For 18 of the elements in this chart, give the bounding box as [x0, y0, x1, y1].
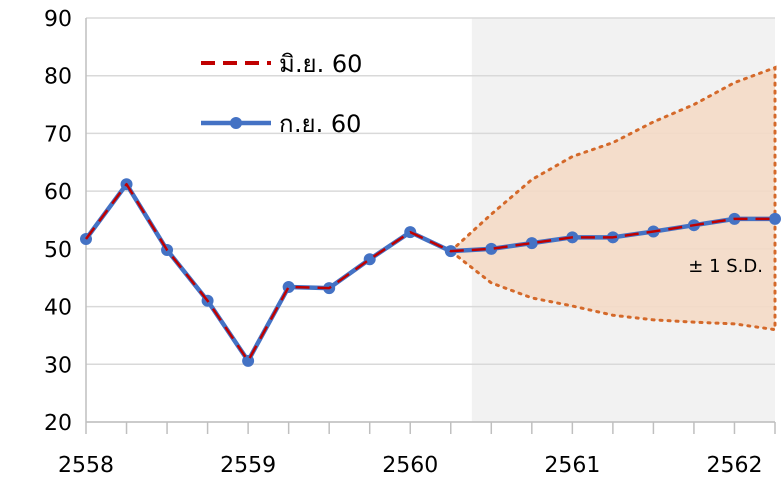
legend-label: ก.ย. 60 [279, 110, 362, 138]
x-tick-label: 2559 [220, 453, 276, 478]
annotation: ± 1 S.D. [688, 256, 763, 277]
x-tick-label: 2560 [382, 453, 438, 478]
point [364, 253, 376, 266]
y-tick-label: 40 [44, 296, 72, 321]
y-tick-label: 80 [44, 64, 72, 90]
y-tick-label: 90 [44, 7, 72, 32]
x-tick-label: 2561 [544, 453, 600, 478]
y-tick-label: 70 [44, 122, 72, 148]
y-tick-label: 50 [44, 238, 72, 263]
y-tick-label: 60 [44, 180, 72, 206]
x-tick-label: 2562 [706, 453, 762, 478]
point [242, 354, 254, 367]
y-tick-label: 30 [44, 353, 72, 378]
y-tick-label: 20 [44, 411, 72, 436]
x-tick-label: 2558 [58, 453, 114, 478]
legend-label: มิ.ย. 60 [279, 50, 362, 78]
